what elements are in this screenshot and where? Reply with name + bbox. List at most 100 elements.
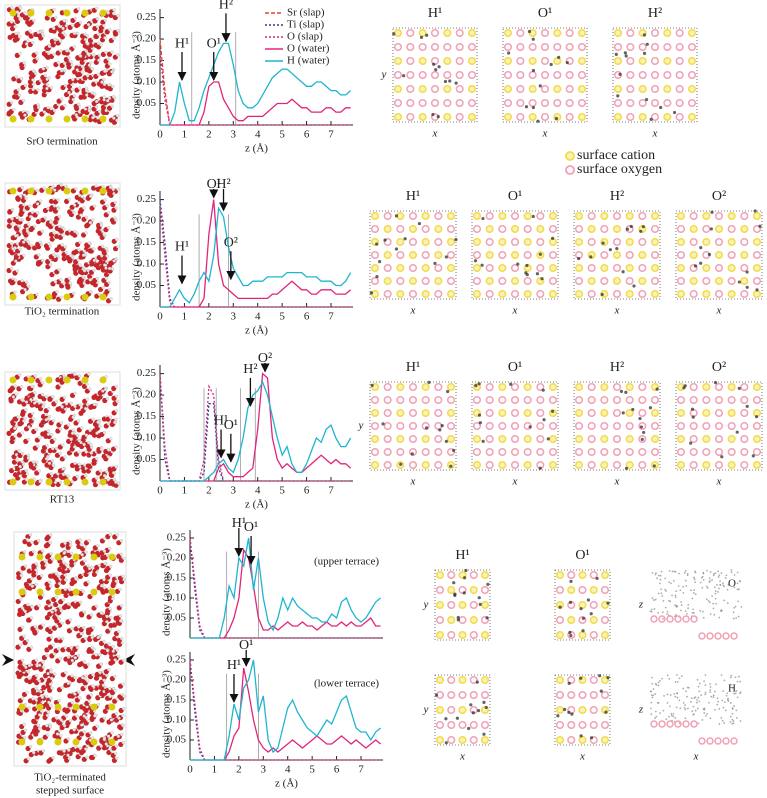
atom-h xyxy=(35,659,38,662)
density-speck xyxy=(658,685,660,687)
atom-h xyxy=(105,470,108,473)
density-speck xyxy=(705,674,707,676)
atom-h xyxy=(45,418,48,421)
surface-oxygen xyxy=(537,265,544,272)
atom-h xyxy=(50,472,53,475)
density-spot xyxy=(556,714,559,717)
atom-h xyxy=(19,7,22,10)
density-spot xyxy=(438,65,441,68)
surface-oxygen xyxy=(397,397,404,404)
atom-h xyxy=(72,429,75,432)
atom-h xyxy=(105,742,108,745)
surface-cation xyxy=(437,677,444,684)
surface-cation xyxy=(615,58,622,65)
atom-h xyxy=(23,550,26,553)
density-spot xyxy=(710,211,713,214)
atom-cation xyxy=(19,554,26,561)
atom-h xyxy=(100,81,103,84)
density-speck xyxy=(730,677,732,679)
atom-cation xyxy=(28,294,35,301)
density-speck xyxy=(696,699,698,701)
surface-oxygen xyxy=(676,72,683,79)
atom-h xyxy=(64,588,67,591)
atom-h xyxy=(79,54,82,57)
density-speck xyxy=(733,618,735,620)
density-speck xyxy=(706,598,708,600)
surface-cation xyxy=(524,384,531,391)
atom-h xyxy=(49,263,52,266)
surface-cation xyxy=(588,226,595,233)
density-spot xyxy=(478,382,481,385)
surface-oxygen xyxy=(550,252,557,259)
surface-oxygen xyxy=(689,72,696,79)
atom-h xyxy=(90,446,93,449)
surface-oxygen xyxy=(432,100,439,107)
surface-cation xyxy=(422,239,429,246)
density-spot xyxy=(507,51,510,54)
atom-h xyxy=(114,752,117,755)
atom-h xyxy=(41,393,44,396)
surface-oxygen xyxy=(474,252,481,259)
atom-h xyxy=(71,659,74,662)
surface-oxygen xyxy=(590,692,597,699)
atom-h xyxy=(101,390,104,393)
surface-cation xyxy=(505,86,512,93)
atom-h xyxy=(26,603,29,606)
map-x-label: x xyxy=(614,476,620,488)
density-spot xyxy=(642,431,645,434)
atom-h xyxy=(21,460,24,463)
density-speck xyxy=(662,611,664,613)
surface-oxygen xyxy=(410,291,417,298)
atom-cation xyxy=(19,589,26,596)
atom-h xyxy=(86,74,89,77)
atom-h xyxy=(108,63,111,66)
surface-cation xyxy=(422,291,429,298)
surface-oxygen xyxy=(741,291,748,298)
atom-h xyxy=(45,457,48,460)
atom-h xyxy=(38,604,41,607)
atom-h xyxy=(103,234,106,237)
atom-h xyxy=(23,723,26,726)
density-spot xyxy=(649,406,652,409)
density-spot xyxy=(528,30,531,33)
surface-oxygen xyxy=(384,265,391,272)
density-spot xyxy=(477,709,480,712)
surface-cation xyxy=(626,239,633,246)
density-spot xyxy=(434,68,437,71)
surface-cation xyxy=(474,239,481,246)
surface-oxygen xyxy=(422,397,429,404)
surface-cation xyxy=(602,737,609,744)
atom-h xyxy=(20,77,23,80)
density-speck xyxy=(740,606,742,608)
atom-h xyxy=(50,433,53,436)
atom-h xyxy=(72,98,75,101)
density-spot xyxy=(563,708,566,711)
density-speck xyxy=(713,694,715,696)
density-speck xyxy=(685,580,687,582)
surface-oxygen xyxy=(557,722,564,729)
surface-oxygen xyxy=(639,213,646,220)
atom-h xyxy=(54,16,57,19)
surface-oxygen xyxy=(576,449,583,456)
surface-cation xyxy=(728,410,735,417)
surface-oxygen xyxy=(690,384,697,391)
surface-oxygen xyxy=(512,265,519,272)
density-spot xyxy=(536,120,539,123)
surface-cation xyxy=(614,252,621,259)
surface-cation xyxy=(372,410,379,417)
atom-h xyxy=(61,467,64,470)
surface-oxygen xyxy=(512,462,519,469)
density-speck xyxy=(715,590,717,592)
density-speck xyxy=(659,583,661,585)
surface-cation xyxy=(579,58,586,65)
atom-h xyxy=(111,731,114,734)
atom-h xyxy=(100,584,103,587)
density-speck xyxy=(660,575,662,577)
density-speck xyxy=(740,691,742,693)
x-tick-label: 6 xyxy=(304,129,310,141)
atom-h xyxy=(107,735,110,738)
atom-h xyxy=(45,724,48,727)
atom-h xyxy=(19,195,22,198)
atom-h xyxy=(117,717,120,720)
